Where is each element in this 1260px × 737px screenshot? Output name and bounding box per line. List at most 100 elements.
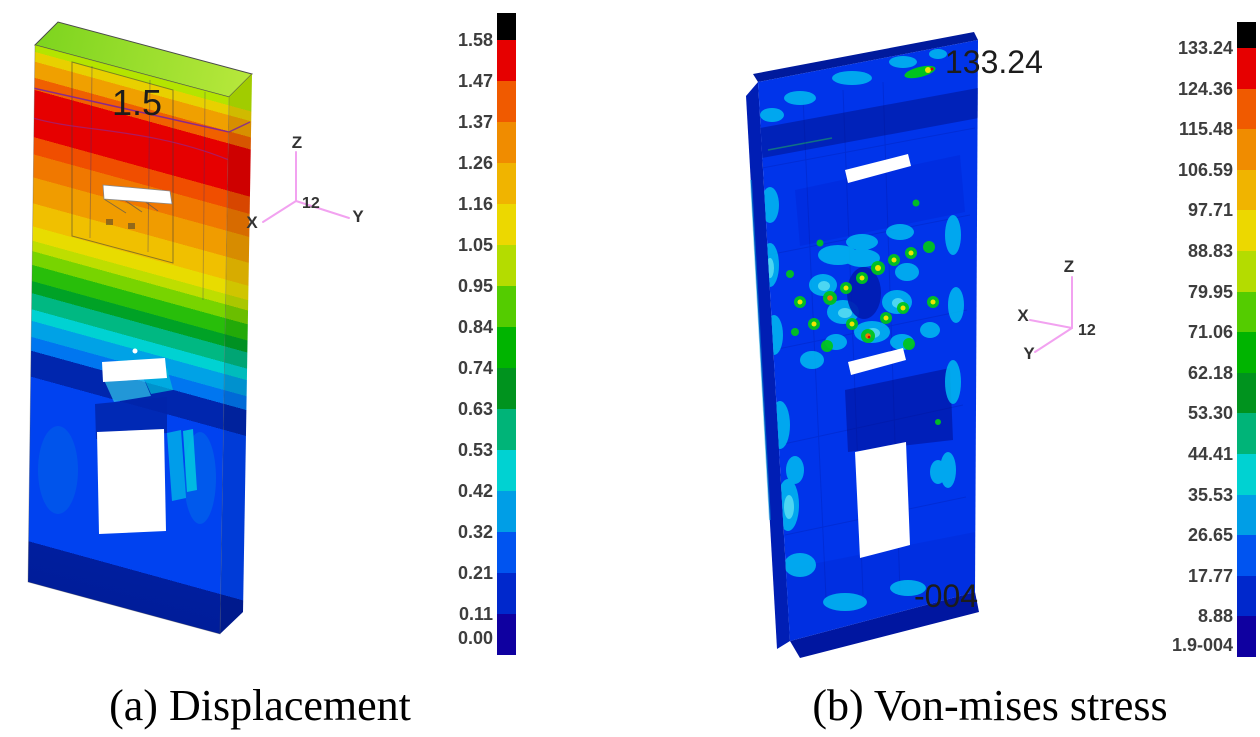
hatch-line: [103, 198, 127, 214]
vonmises-top-face: [753, 32, 978, 82]
displacement-colorbar-segment: [497, 204, 516, 245]
vonmises-side-face: [746, 82, 790, 649]
peak-hotspot: [904, 65, 936, 79]
vonmises-colorbar-label: 133.24: [1177, 38, 1233, 58]
purple-contour-line: [228, 121, 251, 133]
displacement-colorbar-label: 1.58: [457, 30, 493, 50]
displacement-colorbar-segment: [497, 40, 516, 81]
side-shade: [220, 74, 252, 634]
vonmises-colorbar-label: 97.71: [1187, 200, 1233, 221]
purple-contour-line: [32, 117, 229, 161]
mid-slot-cutout: [848, 348, 906, 375]
displacement-model-side-face: [220, 74, 252, 634]
vonmises-max-annotation: 133.24: [945, 44, 1043, 80]
displacement-colorbar-label: 0.84: [457, 317, 493, 337]
vonmises-colorbar-label: 62.18: [1187, 362, 1233, 383]
displacement-colorbar: [497, 13, 516, 655]
triad-origin-label: 12: [302, 195, 320, 212]
x-axis-line: [262, 200, 297, 223]
displacement-colorbar-segment: [497, 327, 516, 368]
vonmises-axis-triad: Z X Y 12: [1017, 257, 1096, 363]
pillar-highlight: [38, 426, 78, 514]
vonmises-colorbar-label: 71.06: [1187, 322, 1233, 343]
navy-patch: [795, 155, 965, 246]
displacement-colorbar-label: 0.95: [457, 276, 493, 296]
vonmises-colorbar-segment: [1237, 210, 1256, 251]
caption-vonmises: (b) Von-mises stress: [812, 681, 1168, 730]
vonmises-colorbar-segment: [1237, 535, 1256, 576]
displacement-colorbar-segment: [497, 163, 516, 204]
upper-slot-cutout: [102, 184, 173, 205]
displacement-colorbar-label: 1.47: [457, 71, 493, 91]
displacement-colorbar-segment: [497, 491, 516, 532]
displacement-colorbar-label: 0.63: [457, 399, 493, 419]
mesh-mark: [106, 219, 113, 225]
vonmises-colorbar-segment: [1237, 413, 1256, 454]
cyan-stripe: [183, 429, 197, 492]
vonmises-colorbar-segment: [1237, 372, 1256, 414]
displacement-colorbar-segment: [497, 450, 516, 491]
caption-displacement: (a) Displacement: [109, 681, 411, 730]
displacement-model: [27, 21, 253, 635]
cyan-stripe: [167, 430, 186, 501]
displacement-colorbar-label: 1.26: [457, 153, 493, 173]
mesh-line: [89, 65, 93, 239]
stress-hotspots: [786, 199, 941, 425]
vonmises-colorbar-label: 44.41: [1187, 444, 1233, 464]
displacement-colorbar-segment: [497, 122, 516, 163]
displacement-colorbar-label: 1.37: [457, 112, 493, 132]
mesh-line: [147, 79, 151, 253]
vonmises-colorbar-label: 8.88: [1197, 606, 1233, 627]
displacement-colorbar-label: 0.21: [457, 563, 493, 583]
vonmises-colorbar-segment: [1237, 88, 1256, 130]
vonmises-colorbar-segment: [1237, 575, 1256, 617]
displacement-colorbar-label: 1.05: [457, 235, 493, 255]
vonmises-underside: [790, 592, 979, 658]
displacement-colorbar-label: 0.11: [458, 604, 493, 624]
displacement-colorbar-segment: [497, 286, 516, 327]
vonmises-colorbar-segment: [1237, 453, 1256, 495]
navy-core: [847, 267, 881, 319]
x-axis-line: [1029, 319, 1073, 329]
base-shade: [782, 532, 975, 641]
displacement-colorbar-label: 0.32: [457, 522, 493, 542]
vonmises-colorbar-label: 106.59: [1177, 159, 1233, 180]
vonmises-model: [746, 32, 979, 658]
vonmises-min-annotation: -004: [914, 578, 979, 614]
vonmises-colorbar-segment: [1237, 332, 1256, 373]
vonmises-colorbar-label: 115.48: [1178, 119, 1233, 140]
front-outline: [27, 44, 230, 635]
y-axis-label: Y: [352, 207, 364, 226]
displacement-colorbar-label: 0.00: [457, 628, 493, 648]
green-seam: [767, 137, 833, 151]
displacement-colorbar-segment: [497, 368, 516, 409]
door-cutout: [97, 429, 166, 534]
displacement-peak-annotation: 1.5: [112, 82, 163, 123]
displacement-colorbar-label: 1.16: [457, 194, 493, 214]
vonmises-colorbar-label: 79.95: [1187, 281, 1233, 302]
displacement-axis-triad: Z X Y 12: [246, 133, 364, 232]
z-axis-label: Z: [1064, 257, 1074, 276]
x-axis-label: X: [1017, 306, 1029, 325]
vonmises-colorbar-segment: [1237, 250, 1256, 292]
vonmises-colorbar-segment: [1237, 494, 1256, 536]
vonmises-colorbar-label: 17.77: [1187, 565, 1233, 586]
mesh-mark: [128, 223, 135, 229]
vonmises-colorbar: [1237, 22, 1256, 657]
vonmises-colorbar-label: 88.83: [1187, 241, 1233, 261]
mid-slot-cutout: [102, 358, 167, 382]
displacement-colorbar-segment: [497, 532, 516, 573]
x-axis-label: X: [246, 213, 258, 232]
vonmises-colorbar-label: 35.53: [1187, 484, 1233, 505]
vonmises-colorbar-label: 1.9-004: [1171, 635, 1233, 655]
vonmises-colorbar-label: 26.65: [1187, 525, 1233, 546]
white-dot: [132, 348, 138, 354]
vonmises-colorbar-segment: [1237, 48, 1256, 89]
mesh-panel-outline: [71, 61, 174, 264]
y-axis-line: [295, 200, 350, 219]
displacement-colorbar-segment: [497, 81, 516, 122]
upper-slot-cutout: [845, 154, 911, 183]
vonmises-colorbar-segment: [1237, 129, 1256, 170]
